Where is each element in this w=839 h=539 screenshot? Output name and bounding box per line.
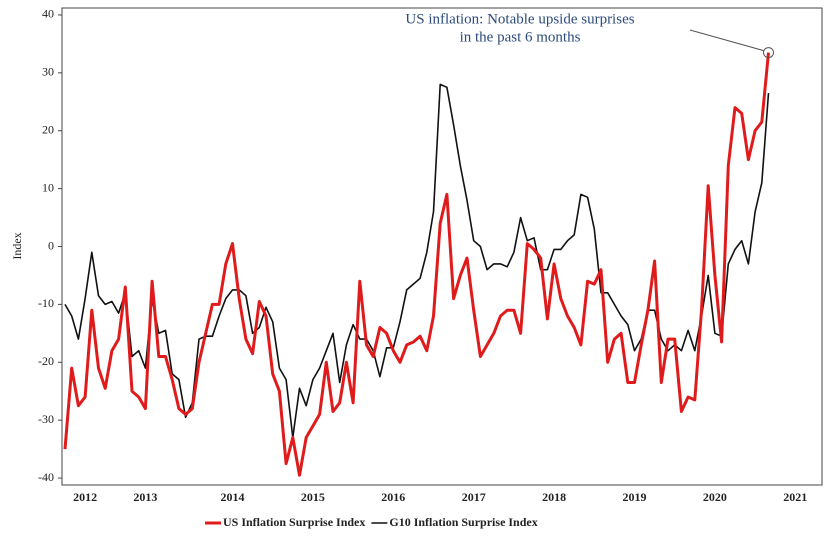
series-line: [64, 83, 770, 439]
y-tick-label: -30: [38, 412, 54, 426]
y-tick-label: 40: [42, 7, 54, 21]
x-tick-label: 2014: [221, 490, 245, 504]
x-tick-label: 2015: [301, 490, 325, 504]
annotation-leader: [689, 29, 764, 52]
y-tick-label: -40: [38, 470, 54, 484]
y-tick-label: 0: [48, 238, 54, 252]
y-tick-label: 30: [42, 65, 54, 79]
x-tick-label: 2018: [542, 490, 566, 504]
y-tick-label: 10: [42, 180, 54, 194]
y-tick-label: -10: [38, 296, 54, 310]
x-tick-label: 2019: [623, 490, 647, 504]
x-tick-label: 2016: [381, 490, 405, 504]
plot-frame: [61, 7, 823, 486]
x-tick-label: 2021: [783, 490, 807, 504]
series-line: [63, 52, 770, 477]
annotation: in the past 6 months: [460, 29, 581, 45]
y-tick-label: -20: [38, 354, 54, 368]
x-tick-label: 2017: [462, 490, 486, 504]
y-tick-label: 20: [42, 122, 54, 136]
annotation: US inflation: Notable upside surprises: [405, 11, 634, 27]
x-tick-label: 2013: [133, 490, 157, 504]
legend-label: US Inflation Surprise Index: [223, 515, 365, 529]
legend-label: G10 Inflation Surprise Index: [389, 515, 537, 529]
annotation-marker: [763, 47, 774, 59]
x-tick-label: 2012: [73, 490, 97, 504]
y-axis-label: Index: [10, 232, 24, 259]
x-tick-label: 2020: [703, 490, 727, 504]
